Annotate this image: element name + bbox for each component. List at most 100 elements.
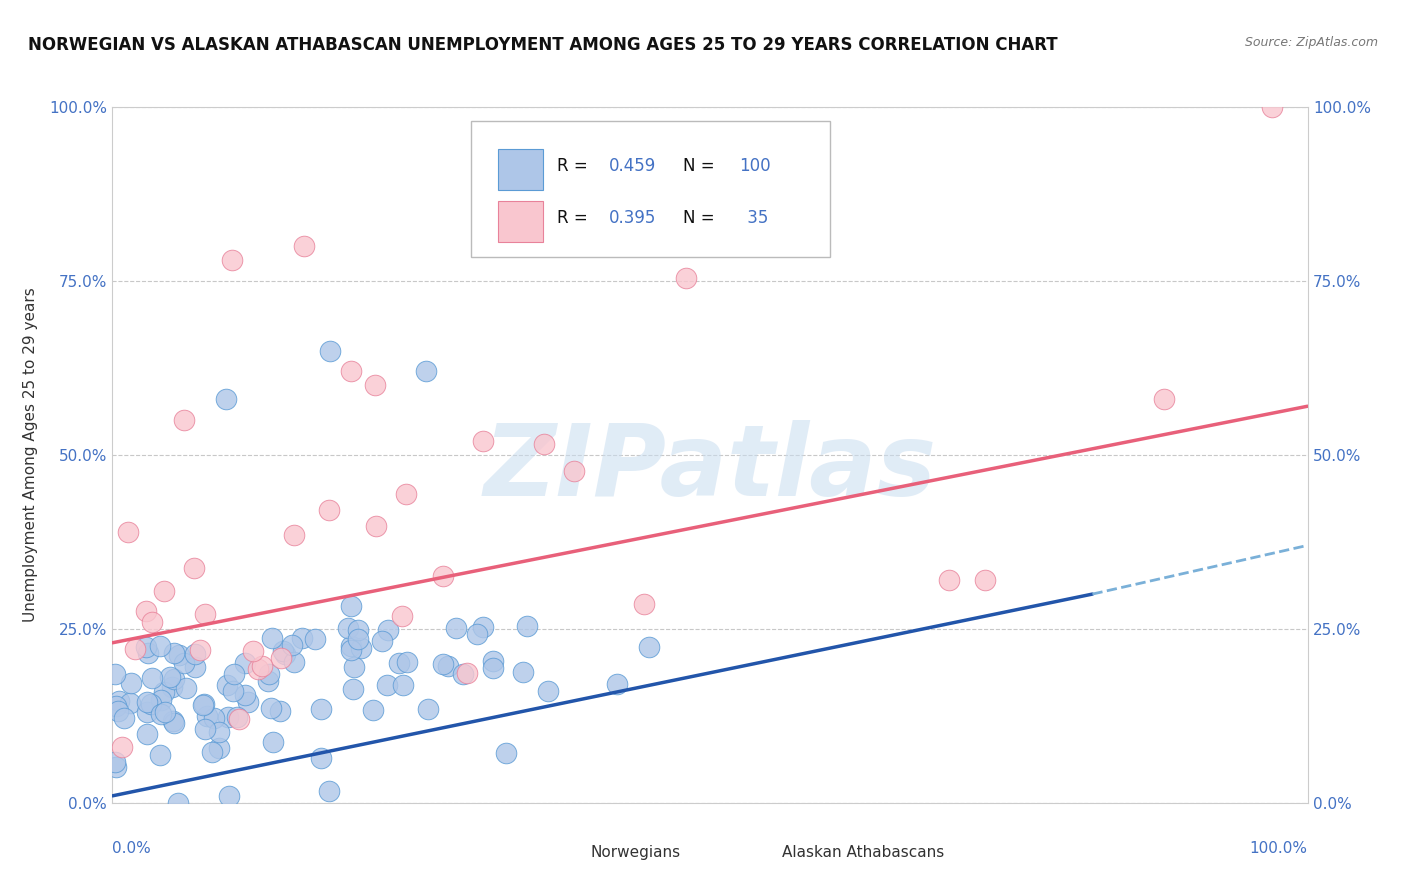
- Point: [135, 604, 157, 618]
- Point: [111, 740, 134, 755]
- Point: [396, 655, 419, 669]
- Point: [135, 705, 157, 719]
- Point: [149, 639, 172, 653]
- Point: [291, 632, 314, 646]
- Point: [472, 620, 495, 634]
- Point: [152, 584, 174, 599]
- Point: [107, 704, 129, 718]
- Point: [117, 525, 139, 540]
- Text: Alaskan Athabascans: Alaskan Athabascans: [782, 846, 943, 861]
- Point: [262, 735, 284, 749]
- Point: [366, 518, 388, 533]
- Point: [204, 710, 226, 724]
- Point: [194, 722, 217, 736]
- Point: [173, 413, 195, 427]
- Point: [135, 640, 157, 655]
- Point: [257, 666, 280, 681]
- Point: [159, 670, 181, 684]
- Point: [183, 561, 205, 575]
- Text: N =: N =: [682, 210, 720, 227]
- Point: [217, 710, 239, 724]
- Point: [153, 706, 176, 720]
- Point: [391, 609, 413, 624]
- Point: [162, 714, 184, 728]
- Point: [136, 727, 159, 741]
- Point: [309, 702, 332, 716]
- Point: [633, 597, 655, 611]
- Point: [350, 641, 373, 656]
- Point: [215, 392, 238, 407]
- Point: [512, 665, 534, 679]
- Text: 100.0%: 100.0%: [1250, 841, 1308, 856]
- Point: [163, 715, 186, 730]
- Point: [195, 709, 218, 723]
- Point: [188, 643, 211, 657]
- Point: [173, 656, 195, 670]
- Point: [432, 657, 454, 672]
- Point: [318, 784, 340, 798]
- Point: [201, 746, 224, 760]
- Point: [375, 678, 398, 692]
- Point: [495, 746, 517, 760]
- Point: [533, 437, 555, 451]
- Point: [153, 685, 176, 699]
- FancyBboxPatch shape: [499, 149, 543, 190]
- Text: 0.459: 0.459: [609, 157, 655, 175]
- Point: [675, 270, 697, 285]
- Point: [938, 573, 960, 587]
- Point: [222, 684, 245, 698]
- Point: [194, 607, 217, 622]
- Point: [167, 648, 190, 662]
- Point: [371, 633, 394, 648]
- Point: [472, 434, 495, 448]
- Point: [217, 678, 239, 692]
- Point: [318, 503, 340, 517]
- Point: [184, 647, 207, 661]
- Point: [309, 751, 332, 765]
- Point: [120, 696, 142, 710]
- Point: [262, 631, 284, 645]
- Point: [104, 760, 127, 774]
- Point: [974, 573, 997, 587]
- Point: [537, 684, 560, 698]
- Point: [281, 639, 304, 653]
- FancyBboxPatch shape: [471, 121, 830, 257]
- Point: [340, 639, 363, 653]
- Point: [218, 789, 240, 803]
- Point: [269, 704, 291, 718]
- Point: [638, 640, 661, 655]
- Point: [138, 647, 160, 661]
- Text: R =: R =: [557, 210, 593, 227]
- Point: [340, 642, 363, 657]
- Point: [270, 650, 292, 665]
- Point: [319, 343, 342, 358]
- Y-axis label: Unemployment Among Ages 25 to 29 years: Unemployment Among Ages 25 to 29 years: [22, 287, 38, 623]
- Point: [252, 659, 274, 673]
- Point: [1153, 392, 1175, 407]
- Point: [104, 755, 127, 769]
- Point: [304, 632, 326, 647]
- Point: [340, 364, 363, 378]
- Point: [112, 711, 135, 725]
- Point: [141, 615, 163, 629]
- FancyBboxPatch shape: [547, 840, 585, 870]
- Point: [562, 464, 585, 478]
- Point: [456, 666, 478, 681]
- Text: NORWEGIAN VS ALASKAN ATHABASCAN UNEMPLOYMENT AMONG AGES 25 TO 29 YEARS CORRELATI: NORWEGIAN VS ALASKAN ATHABASCAN UNEMPLOY…: [28, 36, 1057, 54]
- Point: [271, 644, 294, 658]
- Point: [283, 528, 305, 542]
- Point: [225, 710, 247, 724]
- Point: [221, 253, 243, 268]
- Point: [377, 623, 399, 637]
- Point: [184, 660, 207, 674]
- Point: [222, 667, 245, 681]
- Point: [176, 681, 198, 695]
- Point: [136, 695, 159, 709]
- Point: [108, 694, 131, 708]
- Point: [342, 681, 364, 696]
- Point: [418, 701, 440, 715]
- Point: [432, 569, 454, 583]
- Text: 35: 35: [742, 210, 769, 227]
- Point: [516, 619, 538, 633]
- Point: [437, 658, 460, 673]
